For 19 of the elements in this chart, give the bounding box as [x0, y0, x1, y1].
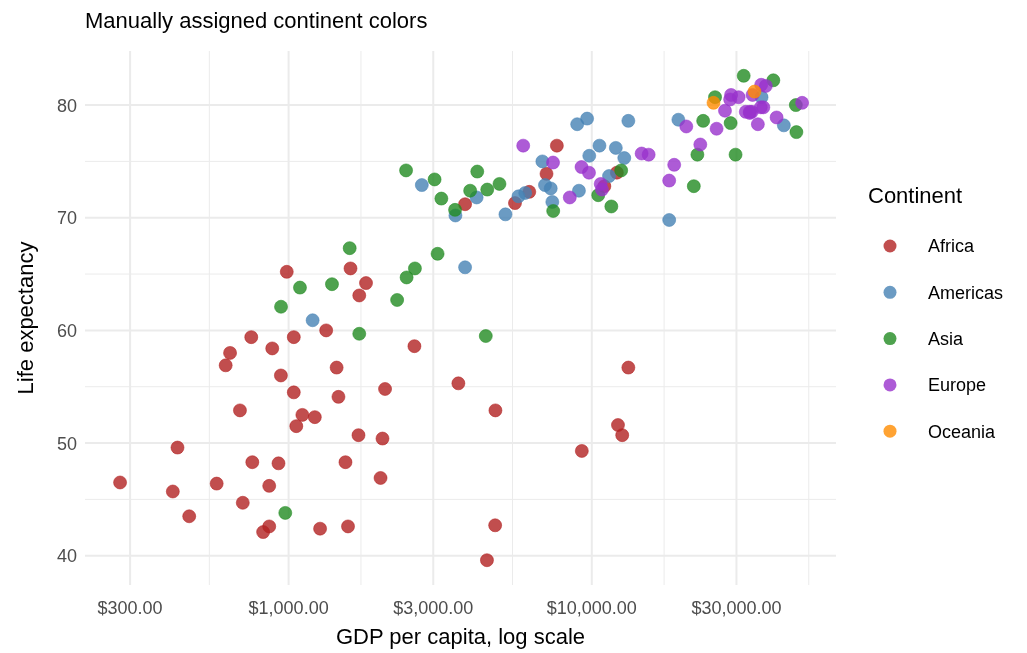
y-tick-label: 80 — [56, 95, 77, 116]
y-tick-label: 70 — [56, 208, 77, 229]
x-tick-label: $3,000.00 — [393, 598, 474, 618]
x-axis-title: GDP per capita, log scale — [335, 624, 586, 649]
y-axis-title: Life expectancy — [13, 241, 38, 395]
x-tick-label: $30,000.00 — [691, 598, 782, 618]
x-tick-label: $1,000.00 — [248, 598, 329, 618]
legend-label: Africa — [928, 236, 975, 257]
legend-label: Americas — [928, 282, 1004, 303]
x-tick-label: $300.00 — [97, 598, 163, 618]
y-tick-label: 40 — [56, 546, 77, 567]
x-tick-label: $10,000.00 — [546, 598, 637, 618]
legend-label: Oceania — [928, 421, 997, 442]
y-tick-label: 50 — [56, 433, 77, 454]
y-tick-label: 60 — [56, 320, 77, 341]
legend-label: Europe — [928, 375, 987, 396]
legend-title: Continent — [868, 183, 963, 208]
chart-title: Manually assigned continent colors — [85, 8, 428, 33]
legend-label: Asia — [928, 329, 964, 350]
